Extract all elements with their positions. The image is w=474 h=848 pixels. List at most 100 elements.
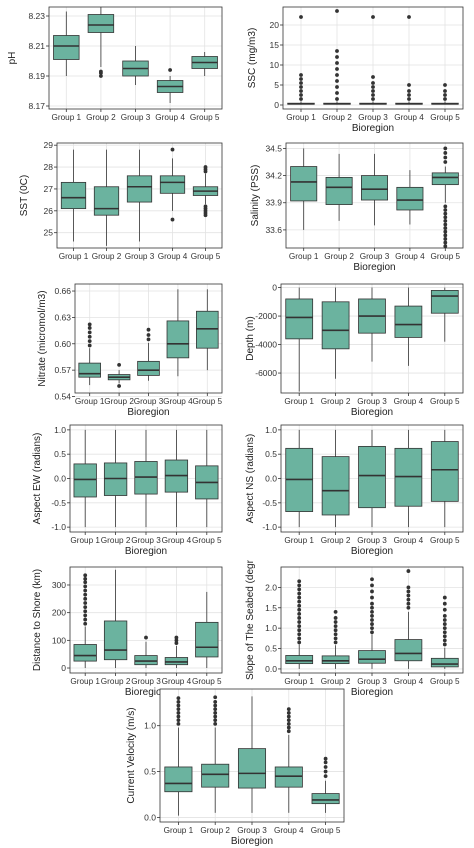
chart-panel-ph: 8.17 8.19 8.21 8.23 Group 1 Group 2 Group 3 Gro… xyxy=(7,6,223,122)
box-group-5 xyxy=(430,429,459,528)
iqr-box xyxy=(237,748,267,789)
outlier-point xyxy=(299,73,303,77)
x-tick-label: Group 1 xyxy=(284,677,314,686)
box-group-3 xyxy=(134,635,158,669)
outlier-point xyxy=(87,326,92,330)
x-tick-label: Group 4 xyxy=(395,252,425,261)
x-axis-title: Bioregion xyxy=(351,407,393,418)
chart-panel-depth: -6000 -4000 -2000 0 Group 1 Group 2 Group 3 Gro… xyxy=(245,283,464,418)
outlier-point xyxy=(443,218,448,223)
outlier-point xyxy=(213,703,218,708)
iqr-box xyxy=(126,175,153,203)
outlier-point xyxy=(297,632,302,637)
y-tick-label: 0.0 xyxy=(265,664,277,674)
outlier-point xyxy=(297,579,302,584)
x-tick-label: Group 3 xyxy=(125,252,155,261)
x-tick-label: Group 3 xyxy=(360,252,390,261)
iqr-box xyxy=(196,310,219,349)
outlier-point xyxy=(370,630,374,635)
outlier-point xyxy=(323,756,328,761)
iqr-box xyxy=(325,176,353,205)
outlier-point xyxy=(371,93,375,97)
box-group-1 xyxy=(78,322,101,386)
outlier-point xyxy=(297,607,302,612)
box-group-2 xyxy=(107,362,131,388)
outlier-point xyxy=(371,97,375,101)
x-tick-label: Group 2 xyxy=(322,113,352,122)
y-tick-label: 0.63 xyxy=(54,312,71,322)
iqr-box xyxy=(87,14,115,33)
outlier-point xyxy=(443,215,448,220)
outlier-point xyxy=(286,718,291,723)
outlier-point xyxy=(83,613,88,618)
outlier-point xyxy=(442,626,447,631)
y-tick-label: -0.5 xyxy=(262,498,277,508)
x-tick-label: Group 2 xyxy=(321,397,351,406)
outlier-point xyxy=(203,204,208,209)
outlier-point xyxy=(87,334,92,339)
box-group-2 xyxy=(103,569,128,669)
iqr-box xyxy=(195,621,219,658)
x-tick-label: Group 1 xyxy=(284,397,314,406)
x-tick-label: Group 3 xyxy=(131,677,161,686)
y-axis-title: Slope of The Seabed (degr xyxy=(245,559,256,680)
x-axis-title: Bioregion xyxy=(125,546,167,557)
box-group-1 xyxy=(285,579,314,669)
outlier-point xyxy=(333,640,338,645)
x-tick-label: Group 4 xyxy=(162,677,192,686)
outlier-point xyxy=(443,229,448,234)
outlier-point xyxy=(335,73,339,77)
x-tick-label: Group 3 xyxy=(131,536,161,545)
y-tick-label: 200 xyxy=(52,608,66,618)
y-tick-label: 1.0 xyxy=(54,425,66,435)
outlier-point xyxy=(83,573,88,578)
y-tick-label: 1.5 xyxy=(265,603,277,613)
chart-panel-salinity: 33.6 33.9 34.2 34.5 Group 1 Group 2 Group 3 Gro… xyxy=(250,142,464,273)
iqr-box xyxy=(394,639,423,662)
box-group-3 xyxy=(126,149,153,242)
x-tick-label: Group 2 xyxy=(86,113,116,122)
outlier-point xyxy=(83,609,88,614)
outlier-point xyxy=(443,211,448,216)
outlier-point xyxy=(333,628,338,633)
box-group-4 xyxy=(156,68,184,103)
outlier-point xyxy=(176,710,181,715)
outlier-point xyxy=(370,609,374,614)
y-tick-label: 0.60 xyxy=(54,339,71,349)
y-tick-label: 0.66 xyxy=(54,286,71,296)
outlier-point xyxy=(286,710,291,715)
outlier-point xyxy=(335,55,339,59)
outlier-point xyxy=(335,85,339,89)
chart-panel-aspect_ns: -1.0 -0.5 0.0 0.5 1.0 Group 1 Group 2 Group 3 Gr… xyxy=(245,424,464,557)
outlier-point xyxy=(99,74,103,78)
iqr-box xyxy=(93,186,120,216)
outlier-point xyxy=(371,15,375,19)
y-tick-label: 8.19 xyxy=(28,71,45,81)
outlier-point xyxy=(370,595,374,600)
y-tick-label: 26 xyxy=(44,206,54,216)
outlier-point xyxy=(335,91,339,95)
x-tick-label: Group 3 xyxy=(358,113,388,122)
y-axis-title: Aspect NS (radians) xyxy=(245,434,256,523)
outlier-point xyxy=(299,89,303,93)
outlier-point xyxy=(117,384,121,388)
outlier-point xyxy=(83,584,88,589)
y-tick-label: 15 xyxy=(270,40,280,50)
y-tick-label: 0.5 xyxy=(144,767,156,777)
iqr-box xyxy=(321,655,350,665)
box-group-5 xyxy=(195,429,219,528)
x-tick-label: Group 5 xyxy=(311,826,341,835)
outlier-point xyxy=(170,147,175,152)
box-group-1 xyxy=(53,11,80,76)
outlier-point xyxy=(286,707,291,712)
y-tick-label: 0.5 xyxy=(265,644,277,654)
outlier-point xyxy=(83,596,88,601)
x-tick-label: Group 5 xyxy=(192,677,222,686)
outlier-point xyxy=(371,89,375,93)
outlier-point xyxy=(83,592,88,597)
outlier-point xyxy=(443,83,447,87)
outlier-point xyxy=(442,601,447,606)
x-tick-label: Group 1 xyxy=(70,536,100,545)
box-group-3 xyxy=(134,429,158,528)
outlier-point xyxy=(176,707,181,712)
